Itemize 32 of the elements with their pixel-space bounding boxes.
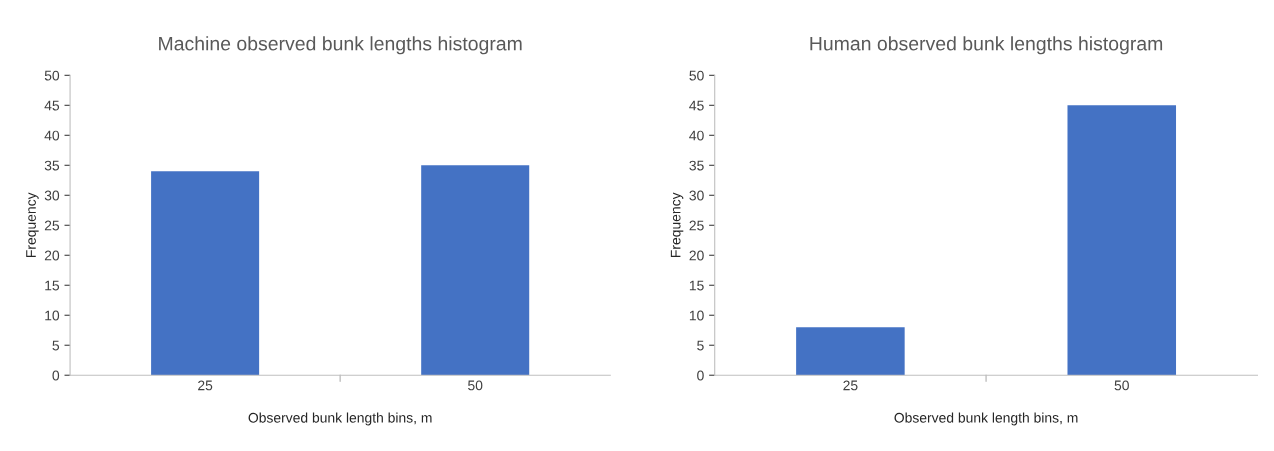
y-axis-title: Frequency bbox=[26, 192, 39, 257]
x-axis-title: Observed bunk length bins, m bbox=[894, 412, 1078, 426]
y-tick-label: 15 bbox=[689, 280, 704, 291]
y-tick-label: 0 bbox=[52, 370, 60, 381]
y-tick-label: 20 bbox=[44, 250, 60, 261]
y-tick-label: 45 bbox=[44, 100, 60, 111]
y-tick-label: 35 bbox=[44, 160, 60, 171]
x-tick-label: 25 bbox=[843, 380, 858, 391]
y-tick-label: 25 bbox=[689, 220, 704, 231]
chart-title: Human observed bunk lengths histogram bbox=[810, 36, 1163, 55]
x-tick-label: 50 bbox=[1114, 380, 1129, 391]
y-tick-label: 50 bbox=[689, 70, 704, 81]
y-tick-label: 0 bbox=[697, 370, 704, 381]
y-tick-label: 50 bbox=[44, 70, 60, 81]
y-tick-label: 5 bbox=[52, 340, 60, 351]
y-tick-label: 25 bbox=[44, 220, 60, 231]
x-axis-title: Observed bunk length bins, m bbox=[248, 412, 432, 426]
y-tick-label: 30 bbox=[689, 190, 704, 201]
y-tick-label: 10 bbox=[45, 310, 60, 321]
y-tick-label: 30 bbox=[44, 190, 60, 201]
x-tick-label: 25 bbox=[198, 380, 213, 391]
chart-title: Machine observed bunk lengths histogram bbox=[159, 36, 522, 55]
y-tick-label: 5 bbox=[697, 340, 704, 351]
y-tick-label: 40 bbox=[689, 130, 704, 141]
x-tick-label: 50 bbox=[468, 380, 483, 391]
y-tick-label: 15 bbox=[45, 280, 60, 291]
y-tick-label: 10 bbox=[689, 310, 704, 321]
y-tick-label: 35 bbox=[689, 160, 704, 171]
y-tick-label: 20 bbox=[689, 250, 704, 261]
y-tick-label: 40 bbox=[44, 130, 60, 141]
y-tick-label: 45 bbox=[689, 100, 704, 111]
y-axis-title: Frequency bbox=[670, 192, 684, 257]
